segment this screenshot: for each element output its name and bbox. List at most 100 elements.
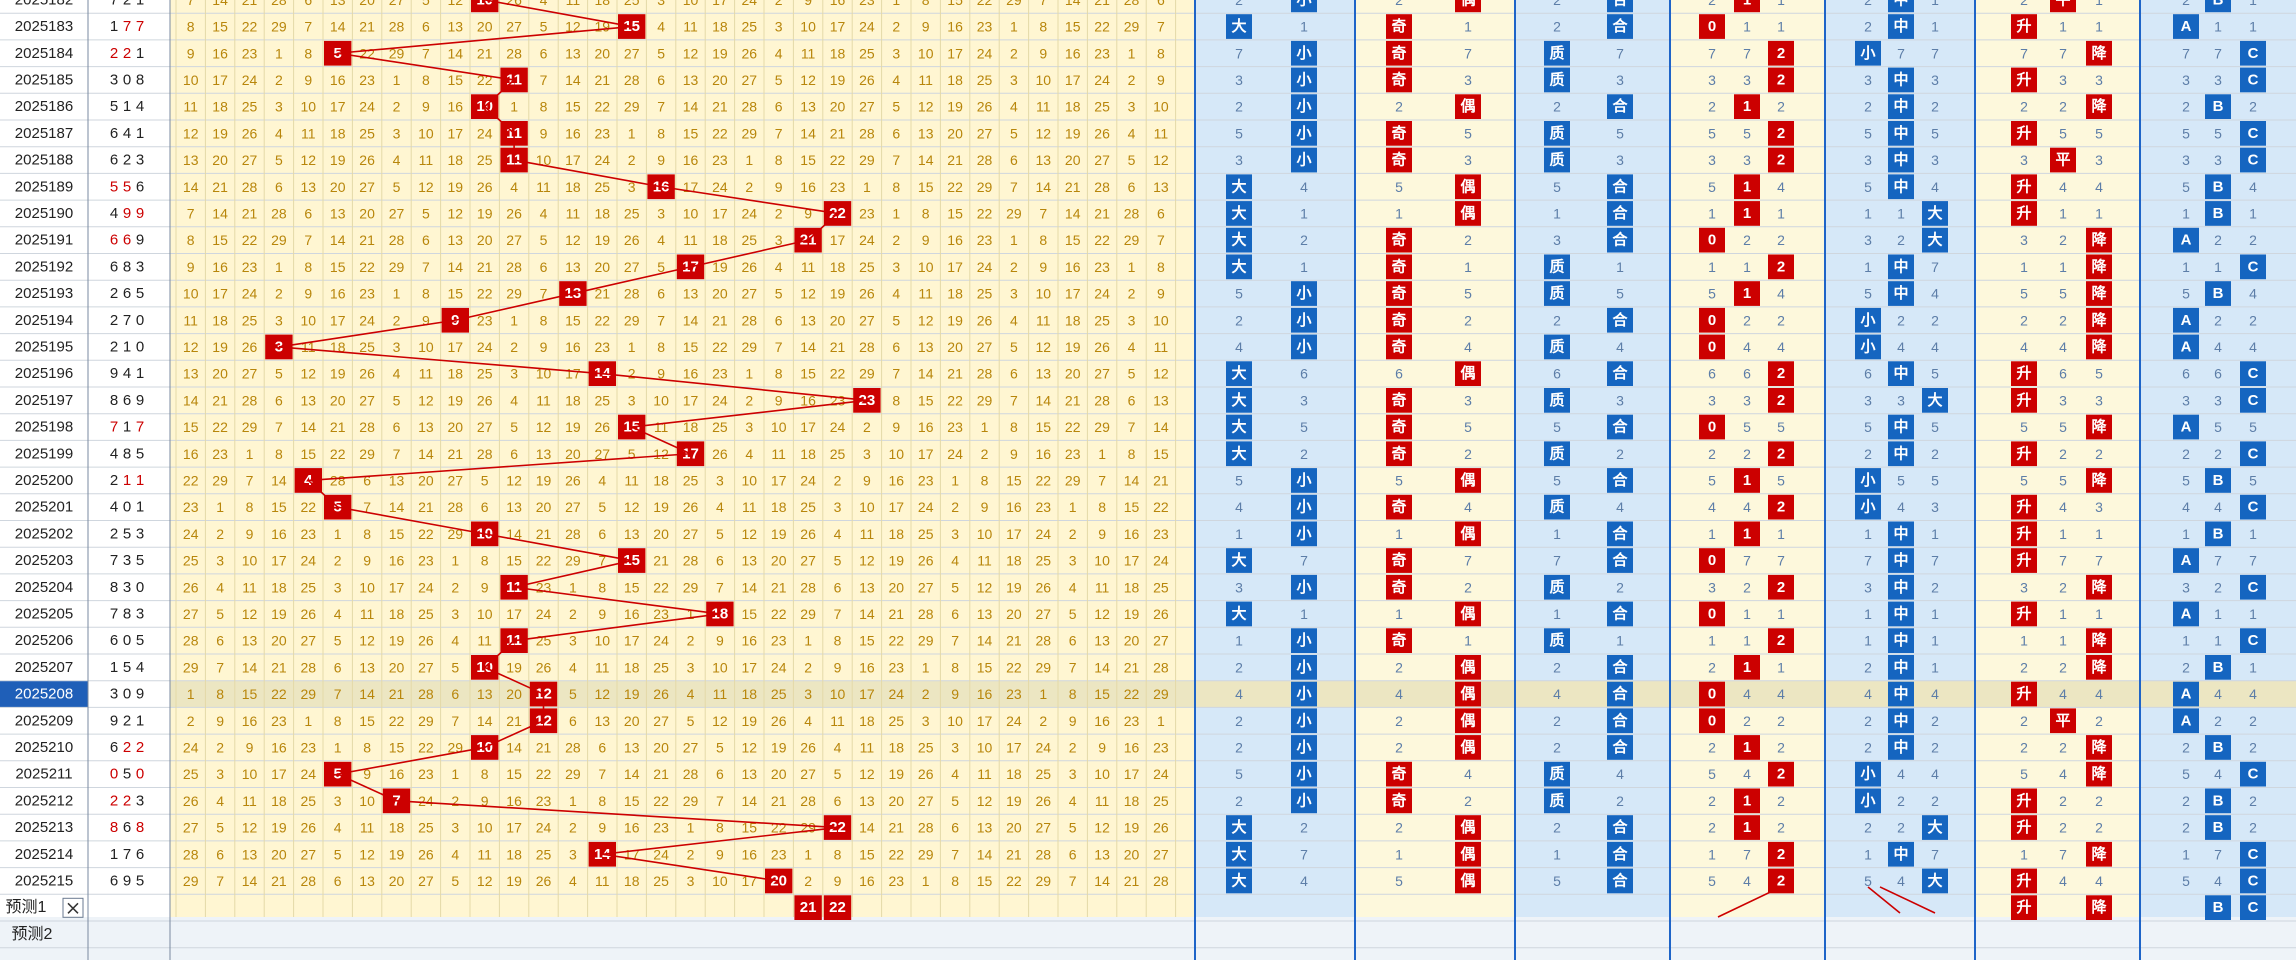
selected-period-highlight[interactable]	[0, 680, 88, 708]
updown-hit-label: 平	[2055, 0, 2070, 8]
sum-miss-count: 23	[889, 659, 905, 675]
sum-miss-count: 18	[830, 259, 846, 275]
primecomposite-hit-cell	[1607, 655, 1633, 680]
sum-miss-count: 18	[742, 686, 758, 702]
updown-miss-count: 4	[2059, 766, 2067, 782]
sum-miss-count: 18	[1006, 553, 1022, 569]
road012-miss-count: 2	[1743, 232, 1751, 248]
period-label: 2025203	[15, 552, 73, 569]
sum-miss-count: 29	[242, 419, 258, 435]
sum-miss-count: 14	[448, 45, 464, 61]
sum-miss-count: 7	[1010, 392, 1018, 408]
abc-hit-cell	[2240, 494, 2266, 520]
draw-digit: 7	[110, 0, 118, 8]
prediction-updown-cell[interactable]	[2011, 895, 2037, 920]
abc-miss-count: 2	[2182, 659, 2190, 675]
range-hit-cell	[1888, 574, 1914, 600]
range-miss-count: 1	[1931, 606, 1939, 622]
sum-miss-count: 11	[977, 766, 992, 782]
sum-miss-count: 11	[183, 312, 198, 328]
oddeven-hit-cell	[1386, 548, 1412, 573]
prediction-abc-cell[interactable]	[2205, 895, 2231, 920]
sum-miss-count: 6	[834, 793, 842, 809]
abc-hit-label: C	[2248, 152, 2259, 169]
range-hit-label: 中	[1893, 151, 1908, 169]
range-miss-count: 3	[1897, 392, 1905, 408]
sum-miss-count: 10	[712, 873, 728, 889]
draw-digit: 4	[110, 499, 118, 516]
sum-miss-count: 6	[510, 446, 518, 462]
draw-digit: 5	[136, 872, 144, 889]
range-hit-cell	[1922, 227, 1948, 253]
primecomposite-hit-label: 合	[1611, 418, 1628, 436]
sum-miss-count: 17	[448, 125, 464, 141]
sum-miss-count: 29	[977, 392, 993, 408]
sum-trend-line	[484, 0, 632, 28]
bigsmall-hit-cell	[1226, 388, 1252, 413]
abc-hit-cell	[2205, 815, 2231, 840]
sum-miss-count: 7	[1039, 205, 1047, 221]
updown-hit-label: 降	[2091, 337, 2107, 355]
range-hit-cell	[1922, 815, 1948, 840]
bigsmall-miss-count: 3	[1235, 152, 1243, 168]
sum-miss-count: 21	[330, 419, 346, 435]
prediction-updown-cell[interactable]	[2086, 895, 2112, 920]
sum-miss-count: 24	[242, 72, 258, 88]
sum-miss-count: 5	[657, 259, 665, 275]
abc-miss-count: 2	[2249, 99, 2257, 115]
sum-miss-count: 22	[947, 392, 963, 408]
sum-miss-count: 22	[653, 579, 669, 595]
prediction-sum-cell[interactable]	[823, 895, 852, 920]
sum-miss-count: 18	[859, 713, 875, 729]
sum-miss-count: 19	[595, 232, 611, 248]
draw-digit: 4	[136, 659, 144, 676]
sum-miss-count: 6	[1069, 633, 1077, 649]
bigsmall-hit-cell	[1226, 868, 1252, 894]
sum-miss-count: 29	[359, 446, 375, 462]
sum-miss-count: 8	[216, 686, 224, 702]
sum-miss-count: 3	[569, 633, 577, 649]
sum-miss-count: 18	[653, 472, 669, 488]
sum-miss-count: 2	[951, 499, 959, 515]
period-label: 2025189	[15, 178, 73, 195]
prediction-abc-cell[interactable]	[2240, 895, 2266, 920]
primecomposite-hit-cell	[1607, 601, 1633, 627]
sum-miss-count: 8	[334, 713, 342, 729]
primecomposite-miss-count: 2	[1553, 312, 1561, 328]
oddeven-hit-label: 偶	[1460, 738, 1475, 756]
sum-miss-count: 24	[742, 0, 758, 8]
sum-miss-count: 17	[624, 633, 640, 649]
oddeven-hit-label: 奇	[1391, 765, 1406, 783]
primecomposite-hit-label: 合	[1611, 471, 1628, 489]
updown-hit-label: 降	[2091, 471, 2107, 489]
sum-miss-count: 16	[624, 606, 640, 622]
sum-trend-line	[484, 720, 544, 749]
sum-miss-count: 15	[624, 793, 640, 809]
road012-hit-cell	[1734, 174, 1760, 200]
road012-hit-label: 0	[1708, 605, 1716, 622]
road012-hit-cell	[1699, 14, 1725, 39]
sum-miss-count: 1	[451, 553, 459, 569]
oddeven-miss-count: 1	[1395, 846, 1403, 862]
sum-miss-count: 29	[918, 846, 934, 862]
updown-miss-count: 1	[2020, 846, 2028, 862]
draw-digit: 8	[110, 579, 118, 596]
sum-miss-count: 24	[889, 686, 905, 702]
range-miss-count: 3	[1864, 579, 1872, 595]
updown-miss-count: 7	[2020, 45, 2028, 61]
updown-hit-label: 升	[2016, 365, 2031, 382]
updown-miss-count: 4	[2095, 873, 2103, 889]
sum-miss-count: 23	[947, 419, 963, 435]
sum-miss-count: 20	[389, 659, 405, 675]
updown-miss-count: 3	[2020, 152, 2028, 168]
sum-miss-count: 8	[422, 72, 430, 88]
draw-digit: 2	[123, 0, 131, 8]
sum-miss-count: 29	[742, 339, 758, 355]
road012-hit-label: 1	[1743, 739, 1751, 756]
prediction-sum-value: 22	[829, 899, 846, 916]
sum-miss-count: 25	[683, 472, 699, 488]
abc-miss-count: 2	[2214, 232, 2222, 248]
sum-miss-count: 8	[1039, 232, 1047, 248]
sum-miss-count: 3	[451, 820, 459, 836]
prediction-sum-cell[interactable]	[794, 895, 822, 920]
